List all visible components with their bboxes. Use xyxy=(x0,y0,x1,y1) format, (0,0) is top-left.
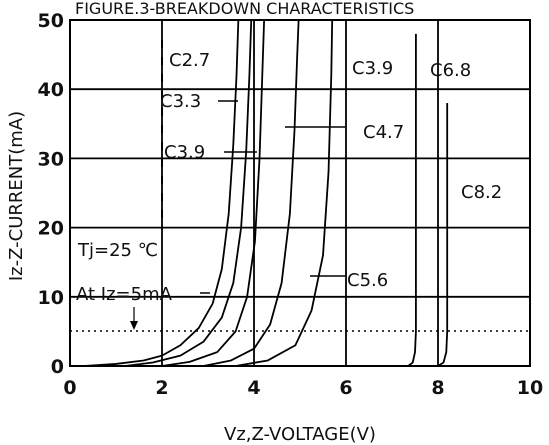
y-tick-label: 10 xyxy=(38,287,64,309)
curve-label-c6-8: C6.8 xyxy=(430,60,471,81)
curve-label-c5-6: C5.6 xyxy=(347,270,388,291)
x-tick-label: 6 xyxy=(339,377,352,399)
series-line-c3-3 xyxy=(125,19,253,367)
chart-title: FIGURE.3-BREAKDOWN CHARACTERISTICS xyxy=(75,0,414,18)
curve-label-c2-7: C2.7 xyxy=(169,50,210,71)
series-line-c8-2 xyxy=(437,103,449,367)
series-line-c2-7 xyxy=(83,19,240,367)
x-tick-label: 0 xyxy=(63,377,76,399)
y-tick-label: 50 xyxy=(38,10,64,32)
x-tick-label: 8 xyxy=(431,377,444,399)
plot-frame xyxy=(69,19,531,367)
x-axis-label: Vz,Z-VOLTAGE(V) xyxy=(224,424,376,445)
series-line-c6-8 xyxy=(407,33,417,367)
test-current-annotation: At Iz=5mA xyxy=(76,284,173,305)
x-tick-label: 2 xyxy=(155,377,168,399)
y-tick-label: 0 xyxy=(51,356,64,378)
curve-label-leaders xyxy=(161,40,345,277)
test-current-arrow-head xyxy=(130,321,138,330)
y-tick-label: 20 xyxy=(38,218,64,240)
series-line-c3-9 xyxy=(161,19,266,367)
curve-label-c3-9: C3.9 xyxy=(164,142,205,163)
temperature-annotation: Tj=25 ℃ xyxy=(77,240,158,261)
x-tick-label: 10 xyxy=(517,377,543,399)
grid-lines xyxy=(70,20,530,366)
series-line-c5-6 xyxy=(235,19,334,367)
y-axis-label: Iz-Z-CURRENT(mA) xyxy=(6,111,27,281)
x-tick-label: 4 xyxy=(247,377,260,399)
curve-labels: C2.7 C3.3 C3.9 C3.9 C4.7 C5.6 C6.8 C8.2 xyxy=(160,50,502,291)
y-tick-label: 30 xyxy=(38,148,64,170)
y-tick-label: 40 xyxy=(38,79,64,101)
curve-label-c3-9: C3.9 xyxy=(352,58,393,79)
y-tick-labels: 0 10 20 30 40 50 xyxy=(38,10,64,378)
curve-label-c4-7: C4.7 xyxy=(363,122,404,143)
curve-label-c8-2: C8.2 xyxy=(461,182,502,203)
series-line-c4-7 xyxy=(203,19,300,367)
x-tick-labels: 0 2 4 6 8 10 xyxy=(63,377,543,399)
curve-label-c3-3: C3.3 xyxy=(160,91,201,112)
series-curves xyxy=(83,19,449,367)
